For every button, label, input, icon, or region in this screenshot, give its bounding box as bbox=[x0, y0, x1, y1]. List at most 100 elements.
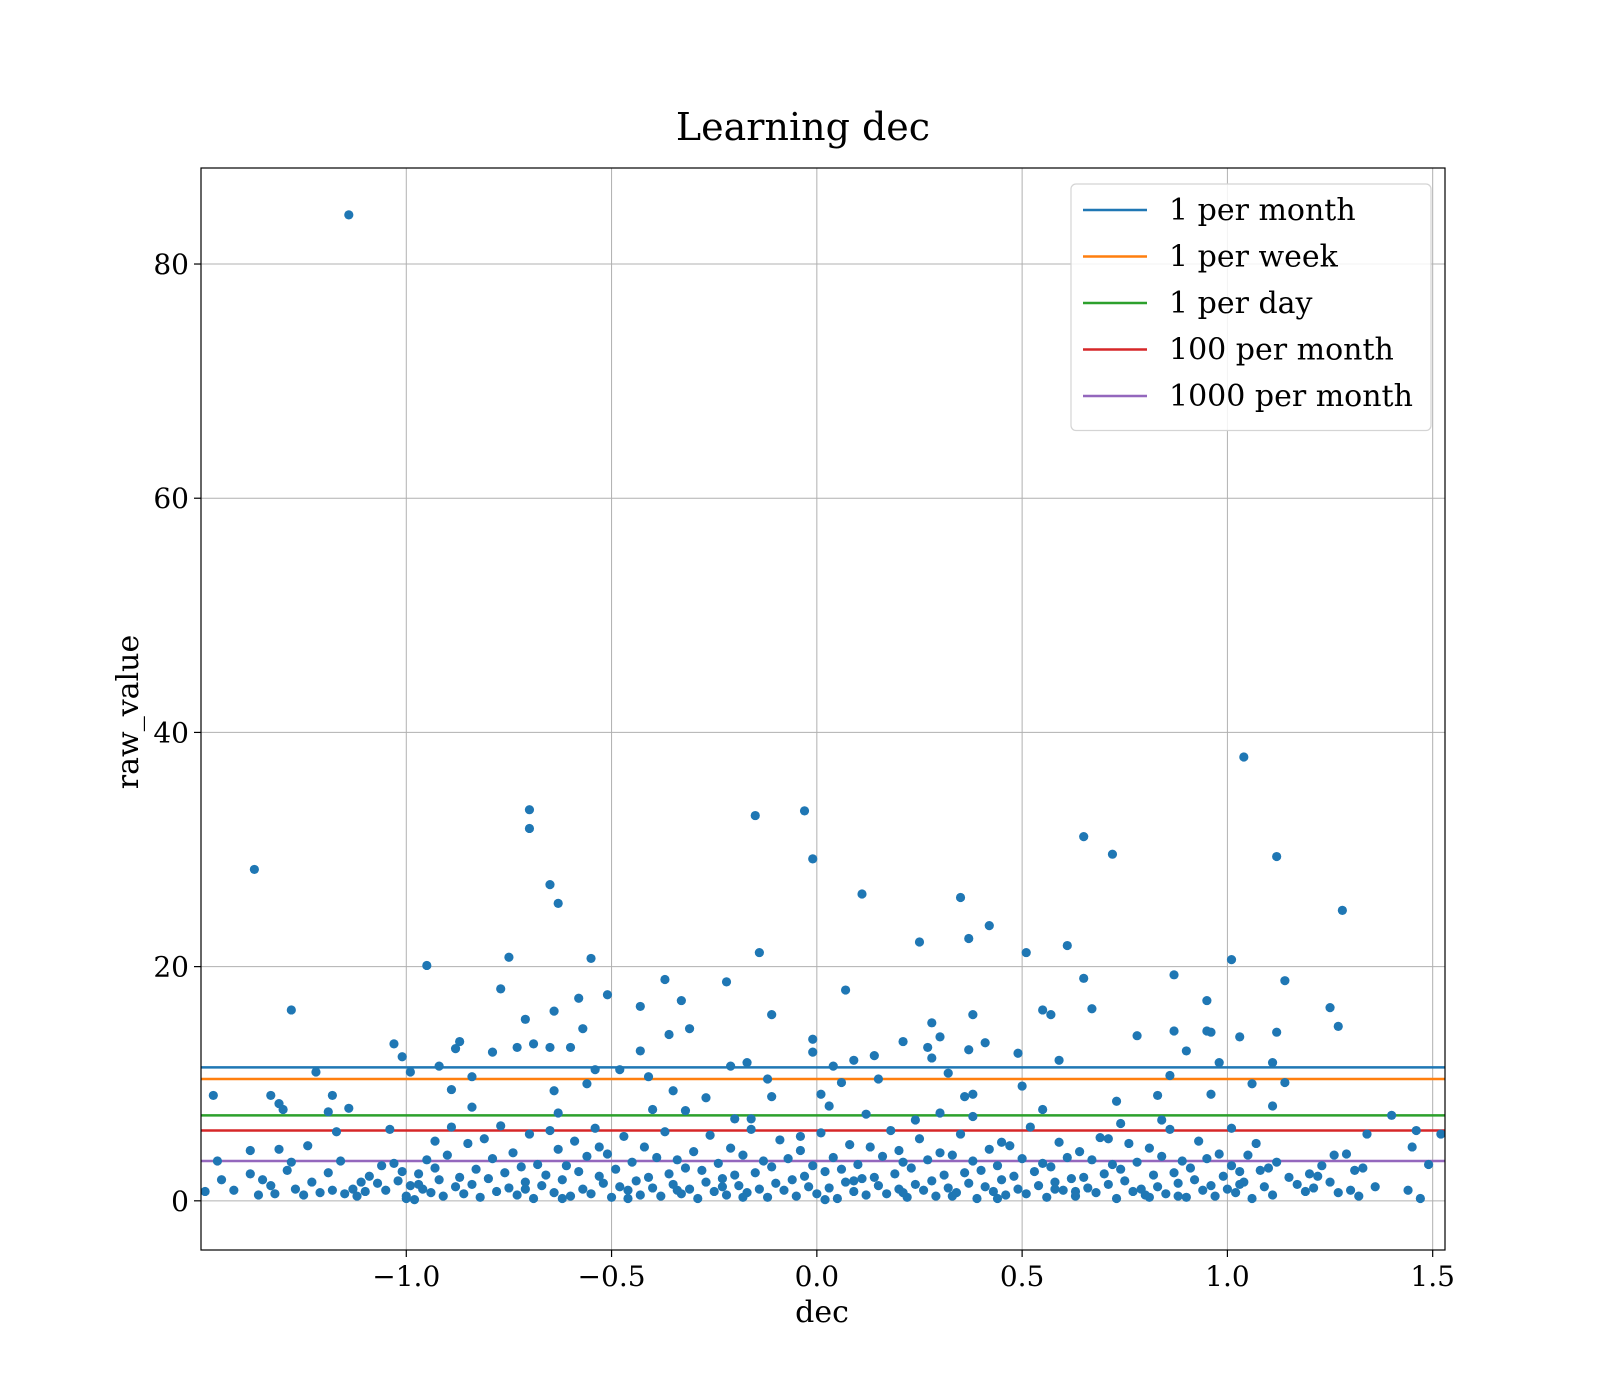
scatter-point bbox=[968, 1111, 978, 1122]
scatter-point bbox=[828, 1061, 838, 1071]
scatter-point bbox=[705, 1130, 715, 1140]
scatter-point bbox=[660, 1127, 670, 1137]
x-tick-label: 0.0 bbox=[795, 1260, 840, 1293]
scatter-point bbox=[520, 1177, 530, 1187]
scatter-point bbox=[869, 1172, 879, 1182]
scatter-point bbox=[389, 1039, 399, 1049]
scatter-point bbox=[738, 1192, 748, 1202]
scatter-point bbox=[582, 1079, 592, 1089]
scatter-point bbox=[1116, 1118, 1126, 1129]
scatter-point bbox=[914, 1134, 925, 1144]
scatter-point bbox=[606, 1192, 617, 1202]
scatter-point bbox=[808, 1161, 818, 1171]
scatter-point bbox=[935, 1032, 945, 1042]
scatter-point bbox=[450, 1182, 461, 1192]
scatter-point bbox=[331, 1127, 342, 1137]
y-tick-label: 0 bbox=[171, 1185, 189, 1218]
scatter-point bbox=[1235, 1179, 1245, 1190]
scatter-point bbox=[656, 1191, 666, 1201]
scatter-point bbox=[1362, 1129, 1372, 1139]
scatter-point bbox=[266, 1090, 276, 1101]
scatter-point bbox=[927, 1176, 937, 1186]
scatter-point bbox=[520, 1184, 530, 1194]
scatter-point bbox=[873, 1074, 884, 1084]
scatter-point bbox=[1111, 1096, 1122, 1106]
scatter-point bbox=[1387, 1110, 1397, 1120]
scatter-point bbox=[684, 1024, 695, 1034]
scatter-point bbox=[894, 1145, 904, 1156]
scatter-point bbox=[504, 952, 514, 962]
scatter-point bbox=[381, 1185, 391, 1195]
scatter-point bbox=[836, 1077, 847, 1088]
scatter-point bbox=[377, 1161, 387, 1171]
scatter-point bbox=[537, 1180, 547, 1191]
scatter-point bbox=[397, 1052, 407, 1062]
scatter-point bbox=[446, 1084, 457, 1095]
scatter-point bbox=[303, 1141, 313, 1151]
legend-box bbox=[1070, 183, 1432, 432]
y-axis-ticks: 0 20 40 60 80 bbox=[153, 248, 201, 1218]
scatter-point bbox=[208, 1090, 218, 1101]
scatter-point bbox=[767, 1091, 777, 1102]
scatter-point bbox=[734, 1180, 744, 1191]
scatter-point bbox=[795, 1145, 806, 1156]
scatter-point bbox=[1292, 1179, 1302, 1190]
scatter-point bbox=[315, 1188, 325, 1198]
scatter-point bbox=[257, 1175, 268, 1185]
scatter-point bbox=[1120, 1176, 1130, 1186]
scatter-point bbox=[516, 1162, 526, 1172]
scatter-point bbox=[1325, 1003, 1335, 1013]
scatter-point bbox=[471, 1164, 481, 1174]
scatter-point bbox=[1062, 940, 1072, 951]
scatter-point bbox=[1181, 1192, 1191, 1202]
scatter-point bbox=[344, 210, 354, 220]
scatter-point bbox=[1210, 1191, 1220, 1201]
scatter-point bbox=[635, 1001, 645, 1012]
scatter-point bbox=[1259, 1182, 1269, 1192]
scatter-point bbox=[549, 1086, 559, 1096]
scatter-point bbox=[557, 1193, 567, 1204]
x-axis-ticks: −1.0 −0.5 0.0 0.5 1.0 1.5 bbox=[372, 1250, 1455, 1293]
scatter-point bbox=[746, 1114, 756, 1124]
scatter-point bbox=[717, 1173, 728, 1184]
scatter-point bbox=[1304, 1169, 1315, 1179]
scatter-point bbox=[335, 1156, 346, 1166]
scatter-point bbox=[1054, 1137, 1064, 1147]
scatter-point bbox=[1165, 1070, 1175, 1081]
scatter-point bbox=[1218, 1171, 1228, 1181]
scatter-point bbox=[389, 1158, 399, 1168]
scatter-point bbox=[1103, 1179, 1113, 1190]
scatter-point bbox=[1046, 1010, 1056, 1020]
scatter-point bbox=[541, 1170, 551, 1180]
scatter-point bbox=[1255, 1165, 1265, 1175]
scatter-point bbox=[1005, 1141, 1015, 1151]
scatter-point bbox=[545, 1042, 555, 1053]
scatter-point bbox=[635, 1046, 645, 1056]
scatter-point bbox=[602, 1149, 613, 1159]
scatter-point bbox=[672, 1185, 682, 1195]
scatter-point bbox=[1021, 1189, 1031, 1199]
scatter-point bbox=[1337, 905, 1347, 916]
scatter-point bbox=[249, 864, 259, 875]
scatter-point bbox=[1013, 1048, 1023, 1058]
scatter-point bbox=[1235, 1032, 1245, 1042]
scatter-point bbox=[861, 1109, 871, 1119]
scatter-point bbox=[754, 1184, 764, 1194]
scatter-point bbox=[639, 1142, 650, 1152]
scatter-point bbox=[1272, 1027, 1282, 1037]
scatter-point bbox=[762, 1074, 773, 1084]
scatter-point bbox=[767, 1162, 777, 1172]
scatter-point bbox=[405, 1067, 415, 1077]
scatter-point bbox=[1222, 1184, 1233, 1194]
scatter-point bbox=[643, 1172, 654, 1182]
scatter-point bbox=[1021, 947, 1031, 958]
scatter-point bbox=[1025, 1122, 1035, 1132]
scatter-point bbox=[401, 1191, 411, 1201]
scatter-point bbox=[422, 1155, 432, 1165]
scatter-point bbox=[713, 1158, 723, 1168]
x-tick-label: 1.5 bbox=[1410, 1260, 1455, 1293]
scatter-point bbox=[627, 1157, 637, 1167]
scatter-point bbox=[697, 1165, 707, 1175]
scatter-point bbox=[266, 1180, 276, 1191]
scatter-point bbox=[512, 1042, 522, 1053]
